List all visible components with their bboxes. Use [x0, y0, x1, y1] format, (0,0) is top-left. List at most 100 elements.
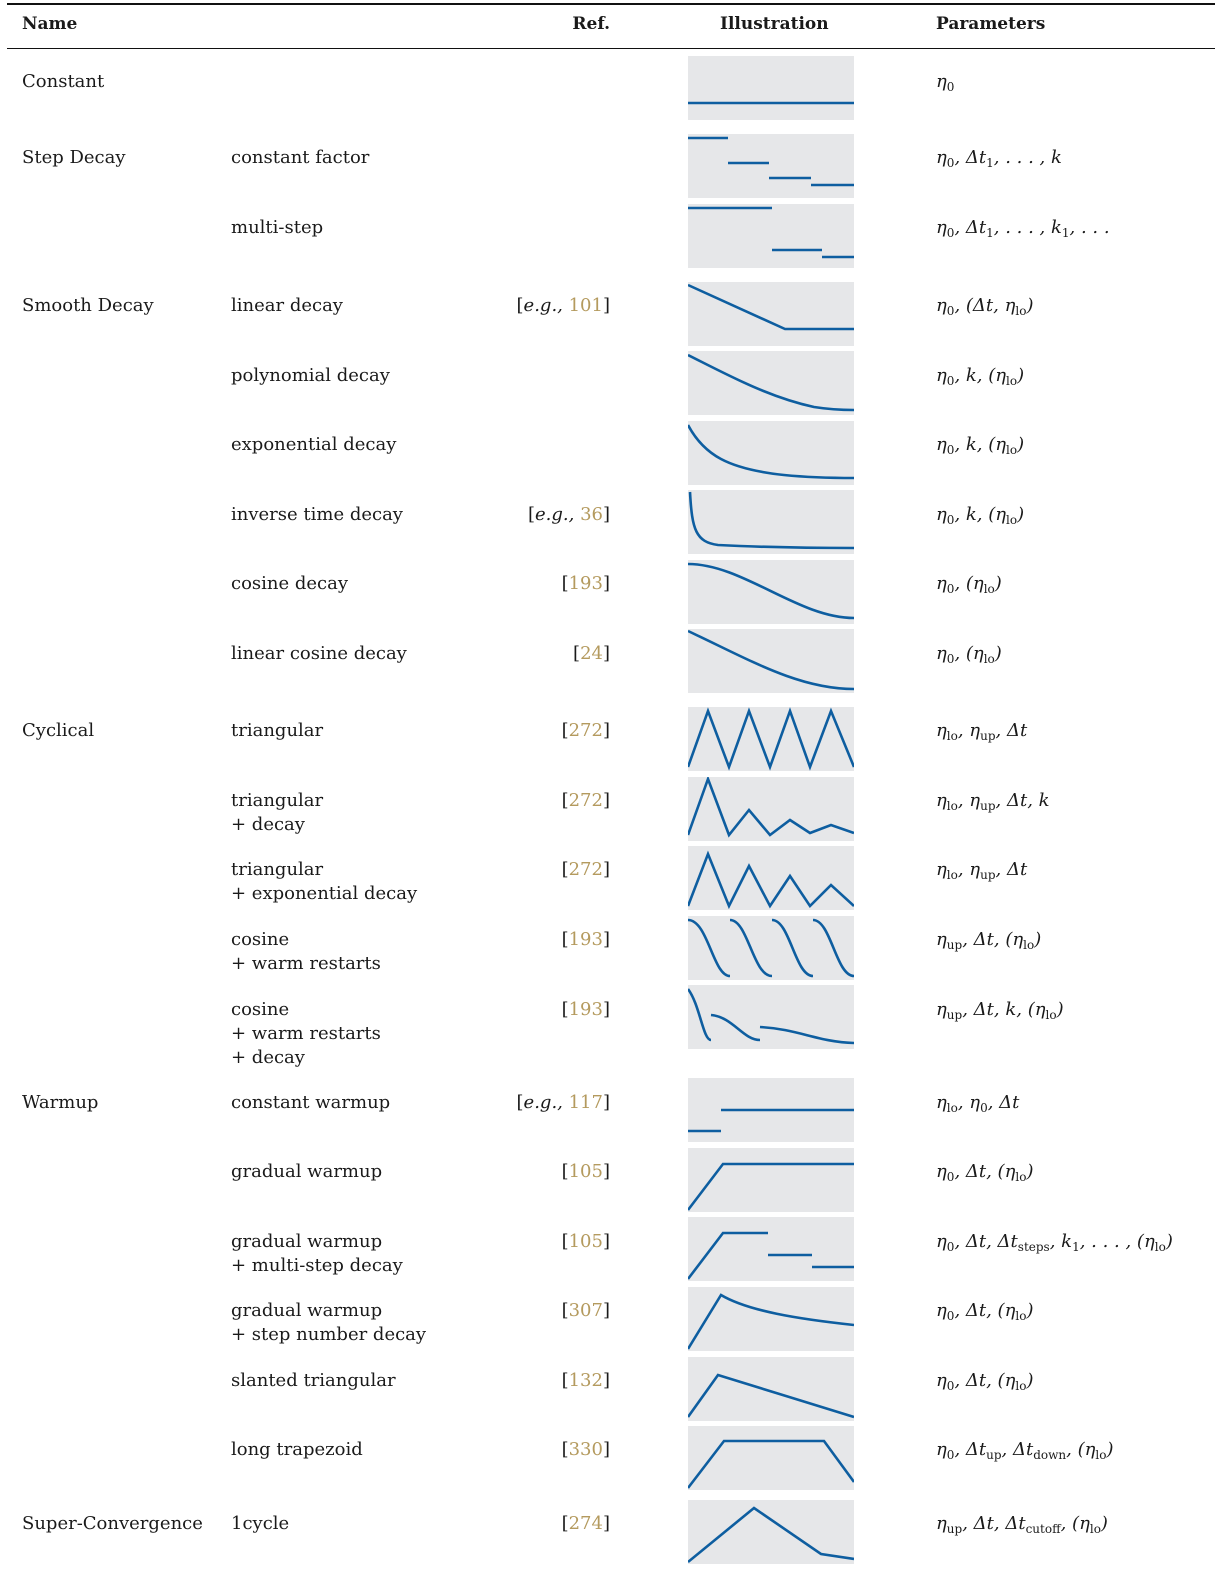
header-name: Name	[22, 14, 78, 34]
illustration-background	[688, 134, 854, 198]
variant-line: triangular	[231, 790, 324, 811]
table-row: linear cosine decay [24] η0, (ηlo)	[0, 642, 1218, 708]
learning-rate-curve	[688, 988, 854, 1045]
illustration-background	[688, 351, 854, 415]
illustration-background	[688, 56, 854, 120]
schedule-variant: gradual warmup + multi-step decay	[231, 1230, 403, 1278]
learning-rate-curve	[688, 1506, 854, 1564]
schedule-variant: cosine decay	[231, 572, 348, 596]
schedule-parameters: ηlo, ηup, Δt, k	[936, 790, 1050, 813]
illustration-svg	[688, 629, 854, 693]
illustration-background	[688, 707, 854, 771]
illustration-svg	[688, 985, 854, 1049]
table-row: gradual warmup + step number decay [307] η0…	[0, 1299, 1218, 1365]
schedule-parameters: η0, (Δt, ηlo)	[936, 295, 1034, 318]
variant-line: polynomial decay	[231, 365, 390, 386]
learning-rate-curve	[688, 777, 854, 838]
learning-rate-curve	[688, 562, 854, 620]
table-row: cosine + warm restarts [193] ηup, Δt, (ηlo)	[0, 928, 1218, 994]
illustration-polynomial-decay	[688, 351, 854, 415]
variant-line: gradual warmup	[231, 1161, 383, 1182]
reference: [274]	[561, 1513, 610, 1534]
table-row: Warmup constant warmup [e.g., 117] ηlo, η0,…	[0, 1091, 1218, 1157]
schedule-variant: constant warmup	[231, 1091, 390, 1115]
header-illustration: Illustration	[720, 14, 829, 34]
illustration-svg	[688, 1357, 854, 1421]
citation-link[interactable]: 193	[568, 573, 603, 594]
illustration-svg	[688, 1287, 854, 1351]
citation-link[interactable]: 101	[568, 295, 603, 316]
variant-line: long trapezoid	[231, 1439, 363, 1460]
reference: [272]	[561, 720, 610, 741]
schedule-parameters: ηup, Δt, k, (ηlo)	[936, 999, 1064, 1022]
reference: [105]	[561, 1161, 610, 1182]
table-row: polynomial decay η0, k, (ηlo)	[0, 364, 1218, 430]
citation-link[interactable]: 193	[568, 999, 603, 1020]
citation-link[interactable]: 193	[568, 929, 603, 950]
variant-line: cosine	[231, 929, 290, 950]
citation-link[interactable]: 274	[568, 1513, 603, 1534]
reference: [e.g., 36]	[527, 504, 610, 525]
illustration-svg	[688, 1217, 854, 1281]
illustration-svg	[688, 1078, 854, 1142]
illustration-background	[688, 629, 854, 693]
illustration-background	[688, 1426, 854, 1490]
schedule-parameters: η0, (ηlo)	[936, 643, 1002, 666]
reference: [330]	[561, 1439, 610, 1460]
table-row: multi-step η0, Δt1, . . . , k1, . . .	[0, 216, 1218, 282]
illustration-slanted-triangular	[688, 1357, 854, 1421]
illustration-gradual-warmup-stepnum	[688, 1287, 854, 1351]
citation-link[interactable]: 105	[568, 1161, 603, 1182]
variant-line: linear cosine decay	[231, 643, 407, 664]
citation-link[interactable]: 36	[580, 504, 603, 525]
table-top-rule	[7, 3, 1215, 5]
schedule-name: Step Decay	[22, 147, 126, 168]
table-row: cosine + warm restarts + decay [193] ηup, Δt…	[0, 998, 1218, 1068]
citation-link[interactable]: 272	[568, 720, 603, 741]
learning-rate-curve	[688, 1162, 854, 1211]
variant-line: triangular	[231, 720, 324, 741]
schedule-variant: cosine + warm restarts	[231, 928, 381, 976]
schedule-parameters: η0, Δt1, . . . , k	[936, 147, 1062, 170]
illustration-svg	[688, 1148, 854, 1212]
illustration-exponential-decay	[688, 421, 854, 485]
reference: [24]	[573, 643, 610, 664]
learning-rate-curve	[688, 283, 854, 331]
variant-line: + warm restarts	[231, 953, 381, 974]
schedule-variant: triangular + exponential decay	[231, 858, 417, 906]
schedule-name: Smooth Decay	[22, 295, 154, 316]
citation-link[interactable]: 330	[568, 1439, 603, 1460]
schedule-parameters: η0	[936, 71, 955, 94]
illustration-svg	[688, 204, 854, 268]
variant-line: exponential decay	[231, 434, 397, 455]
citation-link[interactable]: 272	[568, 859, 603, 880]
illustration-cosine-warm-restarts	[688, 916, 854, 980]
illustration-background	[688, 1217, 854, 1281]
reference: [272]	[561, 790, 610, 811]
illustration-step-constant-factor	[688, 134, 854, 198]
illustration-svg	[688, 1426, 854, 1490]
learning-rate-curve	[688, 206, 854, 259]
illustration-linear-decay	[688, 282, 854, 346]
citation-link[interactable]: 307	[568, 1300, 603, 1321]
citation-link[interactable]: 105	[568, 1231, 603, 1252]
schedule-variant: triangular	[231, 719, 323, 743]
citation-link[interactable]: 117	[568, 1092, 603, 1113]
illustration-cosine-warm-restarts-decay	[688, 985, 854, 1049]
schedule-parameters: ηup, Δt, (ηlo)	[936, 929, 1042, 952]
learning-rate-curve	[688, 424, 854, 480]
illustration-multi-step	[688, 204, 854, 268]
schedule-name: Constant	[22, 71, 105, 92]
schedule-parameters: η0, k, (ηlo)	[936, 365, 1025, 388]
schedule-variant: cosine + warm restarts + decay	[231, 998, 381, 1070]
illustration-background	[688, 1500, 854, 1564]
citation-link[interactable]: 272	[568, 790, 603, 811]
table-row: Cyclical triangular [272] ηlo, ηup, Δt	[0, 719, 1218, 785]
illustration-svg	[688, 56, 854, 120]
learning-rate-curve	[688, 136, 854, 187]
citation-link[interactable]: 132	[568, 1370, 603, 1391]
learning-rate-curve	[688, 491, 854, 550]
illustration-background	[688, 777, 854, 841]
citation-link[interactable]: 24	[580, 643, 603, 664]
variant-line: constant factor	[231, 147, 370, 168]
